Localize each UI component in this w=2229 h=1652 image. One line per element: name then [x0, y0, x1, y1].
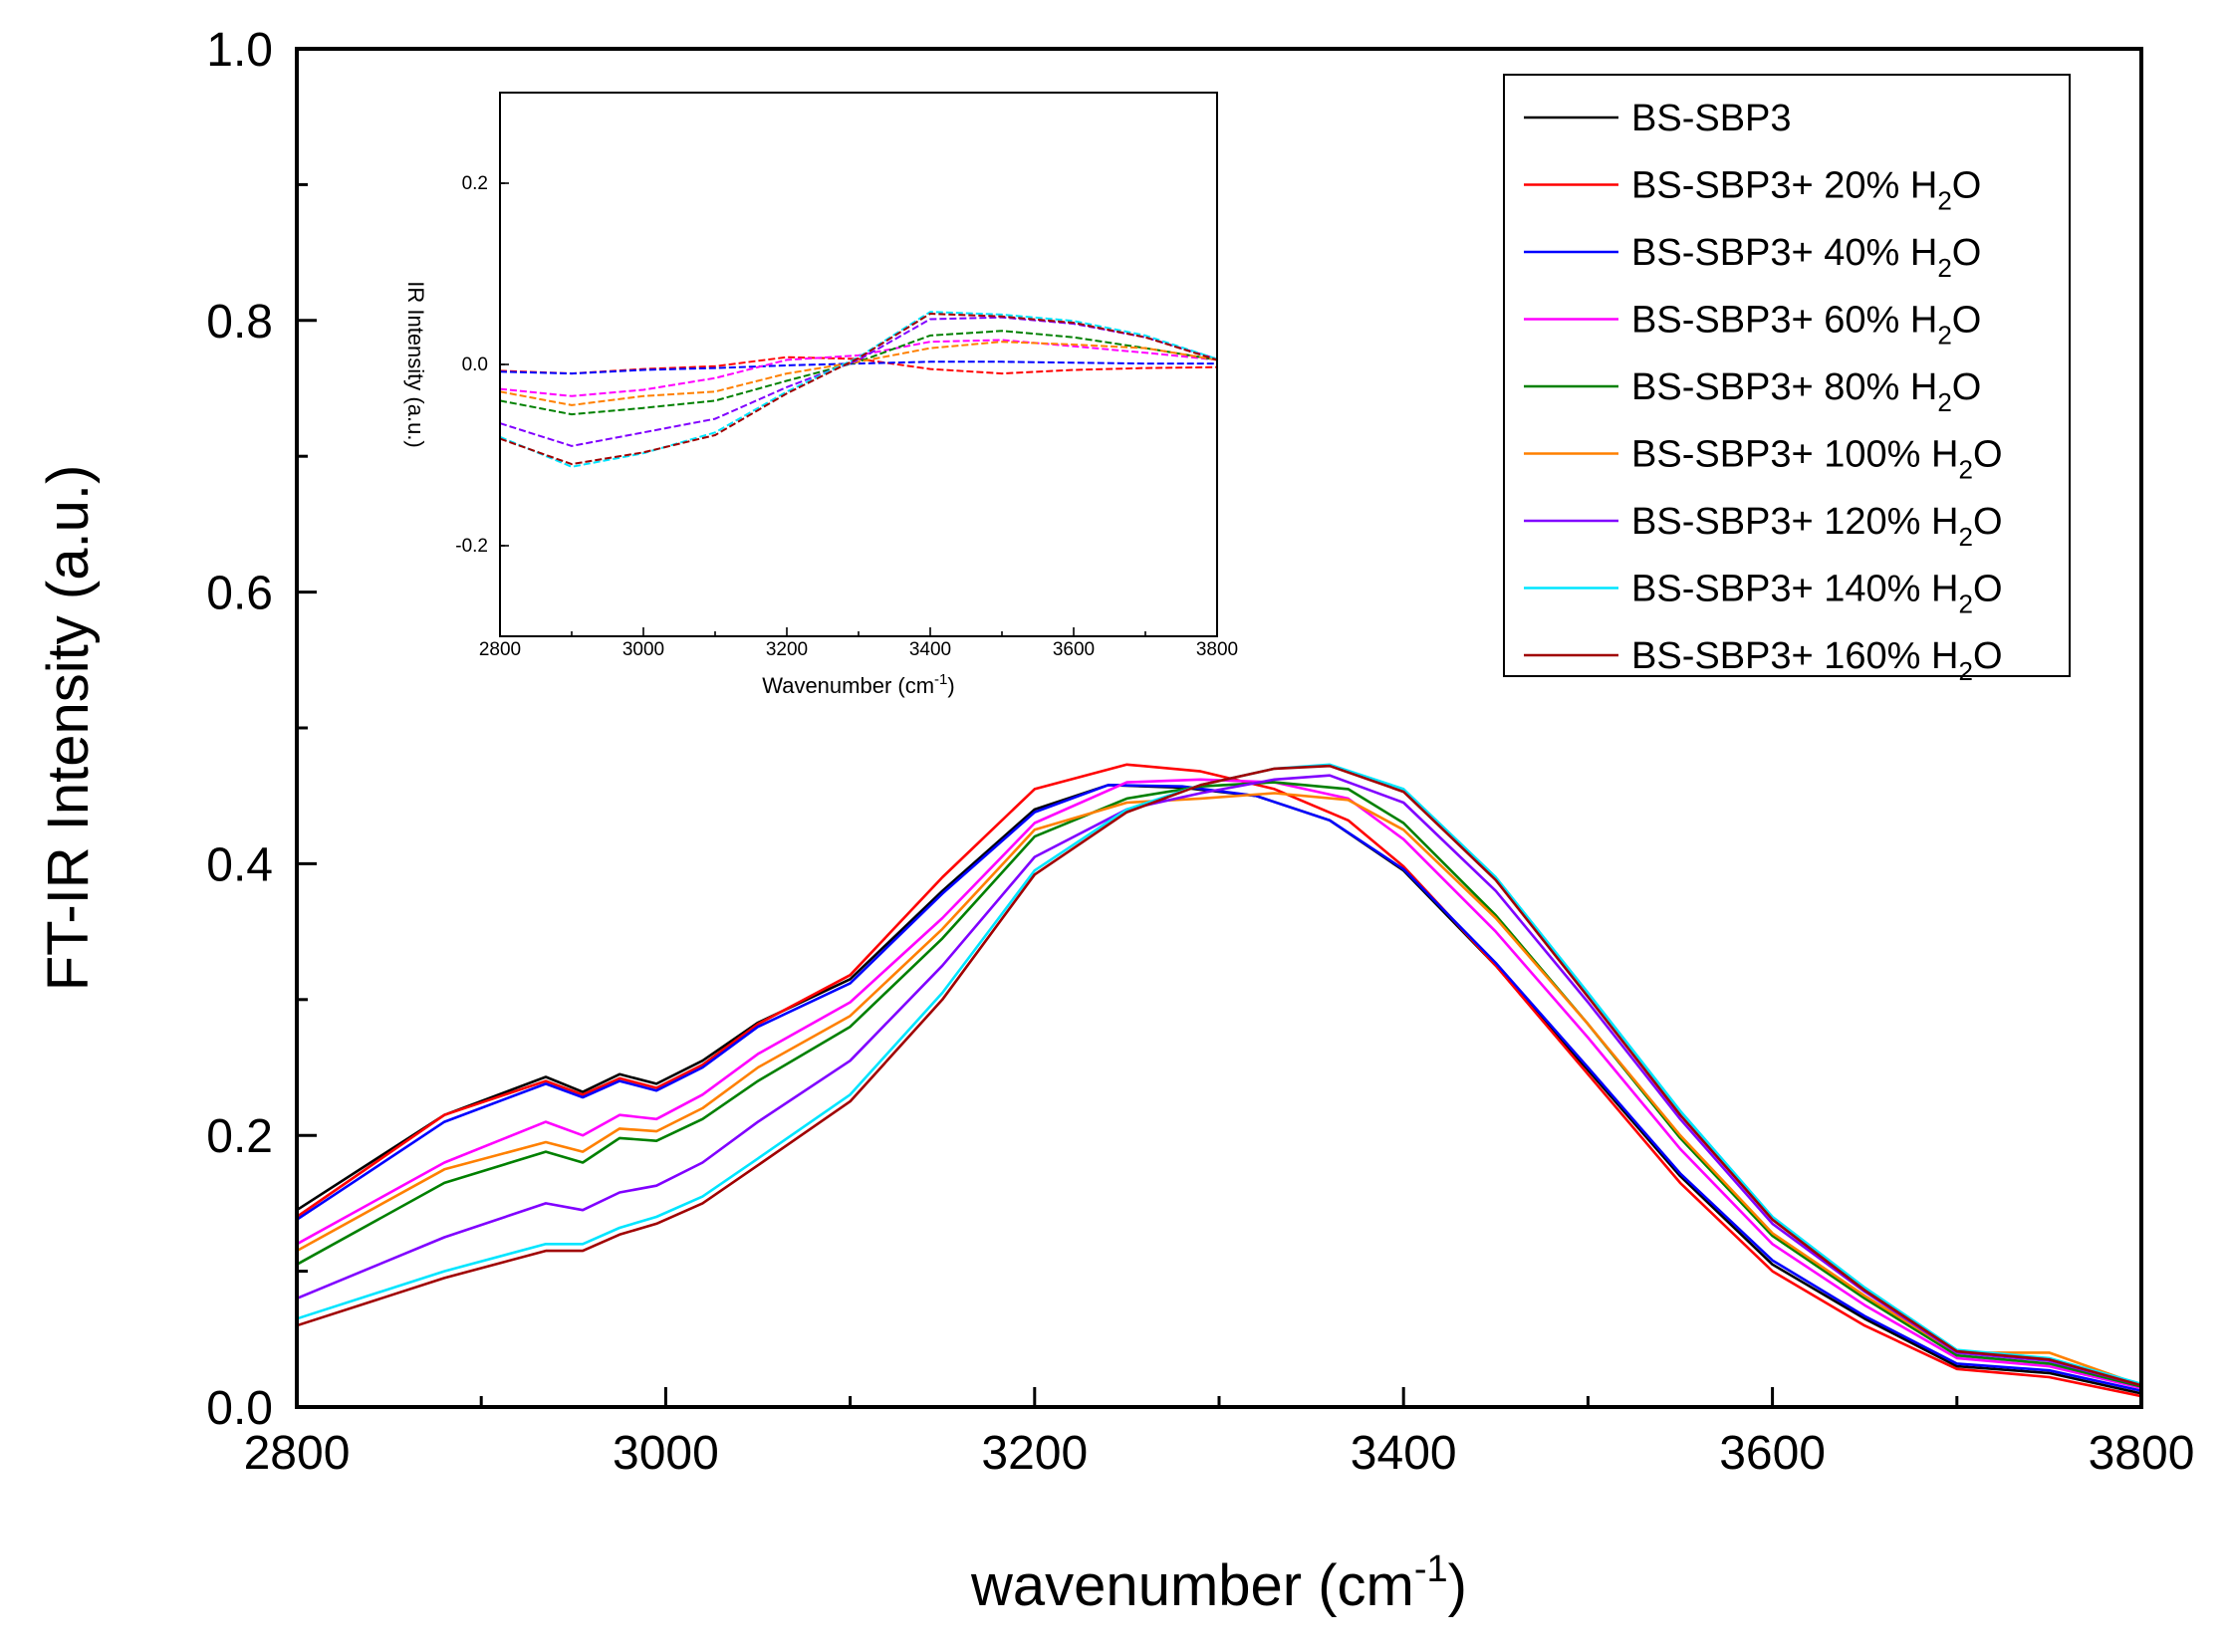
y-axis-label: FT-IR Intensity (a.u.): [36, 465, 101, 992]
inset-x-tick-label: 3200: [766, 639, 808, 660]
main-y-tick-label: 0.4: [206, 838, 273, 891]
legend-label-6: BS-SBP3+ 100% H2O: [1631, 434, 2003, 485]
inset-series-bs-sbp3-60-h2o: [499, 339, 1218, 397]
inset-y-tick-label: 0.2: [462, 173, 488, 194]
legend-label-8: BS-SBP3+ 140% H2O: [1631, 569, 2003, 619]
main-y-tick-label: 0.6: [206, 568, 273, 620]
inset-y-tick-label: -0.2: [455, 536, 488, 557]
legend-label-9: BS-SBP3+ 160% H2O: [1631, 635, 2003, 686]
legend-label-text: BS-SBP3+ 40% H: [1631, 232, 1937, 274]
legend-label-1: BS-SBP3: [1631, 98, 1792, 139]
main-series-bs-sbp3: [296, 784, 2142, 1395]
inset-plot-curves: [499, 311, 1218, 468]
legend-label-tail: O: [1952, 300, 1982, 342]
legend-label-4: BS-SBP3+ 60% H2O: [1631, 300, 1981, 351]
legend-label-subscript: 2: [1937, 186, 1951, 216]
legend-label-text: BS-SBP3: [1631, 98, 1792, 139]
legend-label-tail: O: [1973, 434, 2003, 476]
legend-label-text: BS-SBP3+ 100% H: [1631, 434, 1958, 476]
inset-x-axis-label: Wavenumber (cm-1): [762, 671, 954, 698]
legend-label-text: BS-SBP3+ 160% H: [1631, 635, 1958, 677]
main-x-tick-label: 3000: [613, 1427, 719, 1480]
legend-box: [1503, 74, 2071, 677]
inset-x-tick-label: 2800: [479, 639, 521, 660]
main-x-tick-label: 3200: [981, 1427, 1088, 1480]
legend-label-tail: O: [1952, 165, 1982, 207]
legend-label-tail: O: [1952, 366, 1982, 408]
legend-label-7: BS-SBP3+ 120% H2O: [1631, 501, 2003, 552]
main-series-bs-sbp3-40-h2o: [296, 784, 2142, 1392]
legend-label-5: BS-SBP3+ 80% H2O: [1631, 366, 1981, 417]
inset-chart: 2800 3000 3200 3400 3600 3800 -0.2 0.0 0.2 IR In…: [403, 92, 1238, 698]
legend-label-tail: O: [1973, 635, 2003, 677]
main-y-tick-label: 0.8: [206, 296, 273, 349]
inset-series-bs-sbp3-140-h2o: [499, 311, 1218, 468]
main-series-bs-sbp3-80-h2o: [296, 781, 2142, 1388]
legend-label-subscript: 2: [1958, 455, 1972, 485]
inset-series-bs-sbp3-80-h2o: [499, 330, 1218, 416]
legend-label-text: BS-SBP3+ 140% H: [1631, 569, 1958, 610]
inset-y-tick-label: 0.0: [462, 354, 488, 375]
legend-label-tail: O: [1952, 232, 1982, 274]
inset-x-tick-label: 3400: [909, 639, 951, 660]
legend-label-subscript: 2: [1958, 590, 1972, 619]
inset-x-tick-label: 3800: [1196, 639, 1238, 660]
legend-label-subscript: 2: [1958, 522, 1972, 552]
legend-label-3: BS-SBP3+ 40% H2O: [1631, 232, 1981, 283]
legend-label-2: BS-SBP3+ 20% H2O: [1631, 165, 1981, 216]
inset-series-bs-sbp3-160-h2o: [499, 313, 1218, 466]
main-series-bs-sbp3-60-h2o: [296, 778, 2142, 1390]
main-series-bs-sbp3-120-h2o: [296, 774, 2142, 1387]
inset-series-bs-sbp3-120-h2o: [499, 316, 1218, 447]
legend-label-subscript: 2: [1937, 253, 1951, 283]
legend-label-text: BS-SBP3+ 20% H: [1631, 165, 1937, 207]
legend-label-text: BS-SBP3+ 120% H: [1631, 501, 1958, 543]
main-x-tick-label: 3600: [1719, 1427, 1826, 1480]
x-axis-label: wavenumber (cm-1): [970, 1548, 1467, 1618]
main-axis-ticks: 2800 3000 3200 3400 3600 3800 0.0 0.2 0.4 0.6 0.8 1…: [206, 24, 2194, 1480]
inset-x-tick-label: 3600: [1053, 639, 1095, 660]
inset-x-axis-label-text: Wavenumber (cm: [762, 673, 934, 698]
main-y-tick-label: 0.0: [206, 1382, 273, 1435]
legend-label-subscript: 2: [1937, 321, 1951, 351]
legend-label-tail: O: [1973, 569, 2003, 610]
main-x-tick-label: 3800: [2089, 1427, 2195, 1480]
main-series-bs-sbp3-20-h2o: [296, 763, 2142, 1398]
inset-series-bs-sbp3-40-h2o: [499, 360, 1217, 375]
inset-x-tick-label: 3000: [622, 639, 664, 660]
legend-label-text: BS-SBP3+ 80% H: [1631, 366, 1937, 408]
inset-axis-ticks: 2800 3000 3200 3400 3600 3800 -0.2 0.0 0.2: [455, 173, 1238, 660]
inset-x-axis-label-superscript: -1: [934, 671, 947, 688]
legend-label-text: BS-SBP3+ 60% H: [1631, 300, 1937, 342]
x-axis-label-superscript: -1: [1414, 1548, 1448, 1590]
inset-x-axis-label-close: ): [947, 673, 954, 698]
legend-label-subscript: 2: [1937, 387, 1951, 417]
main-series-bs-sbp3-140-h2o: [296, 763, 2142, 1386]
main-y-tick-label: 0.2: [206, 1110, 273, 1163]
x-axis-label-text: wavenumber (cm: [970, 1553, 1414, 1618]
inset-series-bs-sbp3-100-h2o: [499, 341, 1218, 406]
main-plot-curves: [296, 763, 2142, 1398]
legend-label-subscript: 2: [1958, 656, 1972, 686]
main-y-tick-label: 1.0: [206, 24, 273, 77]
inset-y-axis-label: IR Intensity (a.u.): [403, 281, 428, 448]
x-axis-label-close: ): [1448, 1553, 1467, 1618]
legend-label-tail: O: [1973, 501, 2003, 543]
main-series-bs-sbp3-160-h2o: [296, 764, 2142, 1387]
main-x-tick-label: 2800: [244, 1427, 351, 1480]
main-x-tick-label: 3400: [1351, 1427, 1457, 1480]
